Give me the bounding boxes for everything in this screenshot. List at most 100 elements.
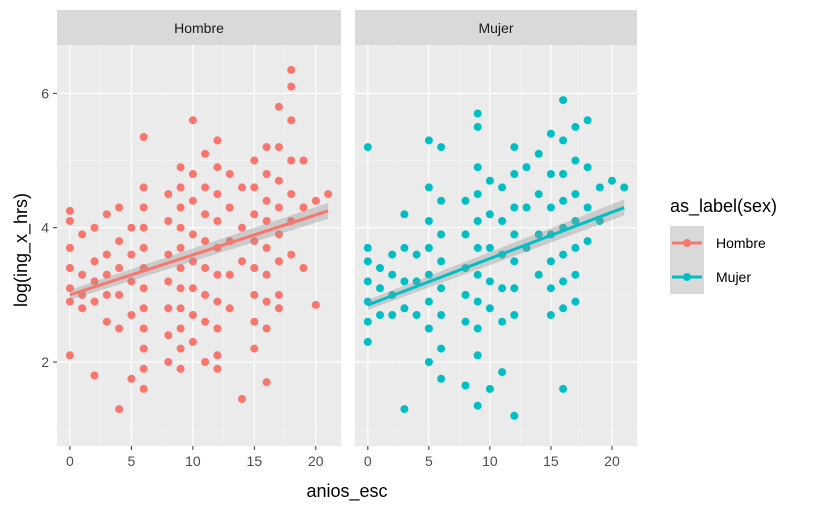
legend-title: as_label(sex) xyxy=(670,196,777,217)
data-point xyxy=(571,156,580,165)
data-point xyxy=(424,217,433,225)
facet-strip xyxy=(57,10,341,45)
data-point xyxy=(437,374,446,383)
data-point xyxy=(201,149,210,158)
data-point xyxy=(287,250,296,259)
data-point xyxy=(485,210,494,219)
data-point xyxy=(546,257,555,266)
data-point xyxy=(473,351,482,360)
data-point xyxy=(473,324,482,333)
data-point xyxy=(115,290,124,299)
data-point xyxy=(571,297,580,306)
data-point xyxy=(225,270,234,279)
data-point xyxy=(250,183,259,192)
x-tick-label: 0 xyxy=(66,453,74,469)
data-point xyxy=(461,317,470,326)
data-point xyxy=(388,311,397,319)
data-point xyxy=(473,190,482,199)
data-point xyxy=(437,230,446,239)
data-point xyxy=(485,384,494,393)
data-point xyxy=(102,290,111,299)
data-point xyxy=(559,196,568,205)
data-point xyxy=(139,324,148,333)
data-point xyxy=(363,143,372,152)
data-point xyxy=(437,257,446,266)
x-tick-label: 20 xyxy=(604,453,620,469)
data-point xyxy=(139,384,148,393)
data-point xyxy=(559,136,568,145)
data-point xyxy=(400,210,409,219)
data-point xyxy=(201,358,210,366)
data-point xyxy=(412,311,421,319)
facet-strip xyxy=(355,10,637,45)
data-point xyxy=(139,364,148,373)
data-point xyxy=(139,223,148,232)
data-point xyxy=(376,311,384,319)
data-point xyxy=(188,230,197,239)
data-point xyxy=(65,284,74,293)
trend-line xyxy=(367,206,625,307)
data-point xyxy=(262,143,271,152)
data-point xyxy=(583,237,592,246)
data-point xyxy=(164,304,173,313)
data-point xyxy=(287,156,296,165)
data-point xyxy=(510,411,519,420)
data-point xyxy=(164,358,173,366)
data-point xyxy=(400,277,409,286)
legend: as_label(sex) Hombre Mujer xyxy=(670,196,777,294)
data-point xyxy=(65,243,74,252)
data-point xyxy=(78,304,87,313)
data-point xyxy=(299,264,308,272)
data-point xyxy=(127,250,136,259)
data-point xyxy=(400,304,409,313)
data-point xyxy=(274,176,283,185)
data-point xyxy=(461,290,470,299)
data-point xyxy=(485,176,494,185)
data-point xyxy=(238,257,246,266)
data-point xyxy=(522,163,531,172)
data-point xyxy=(250,344,259,353)
data-point xyxy=(510,203,519,212)
data-point xyxy=(363,257,372,266)
data-point xyxy=(437,284,446,293)
data-point xyxy=(299,156,308,165)
data-point xyxy=(363,337,372,346)
data-point xyxy=(498,217,507,225)
data-point xyxy=(262,378,271,387)
data-point xyxy=(238,223,246,232)
data-point xyxy=(571,190,580,199)
data-point xyxy=(583,116,592,125)
data-point xyxy=(522,203,531,212)
data-point xyxy=(213,297,222,306)
data-point xyxy=(388,270,397,279)
data-point xyxy=(250,210,259,219)
data-point xyxy=(262,170,271,178)
points-hombre xyxy=(65,65,333,414)
data-point xyxy=(188,116,197,125)
y-axis: 2 4 6 xyxy=(41,85,57,370)
data-point xyxy=(324,190,333,199)
data-point xyxy=(250,156,259,165)
data-point xyxy=(176,223,185,232)
data-point xyxy=(461,230,470,239)
data-point xyxy=(102,210,111,219)
data-point xyxy=(274,230,283,239)
data-point xyxy=(274,257,283,266)
data-point xyxy=(213,364,222,373)
data-point xyxy=(201,317,210,326)
data-point xyxy=(176,284,185,293)
data-point xyxy=(102,250,111,259)
data-point xyxy=(437,196,446,205)
data-point xyxy=(498,317,507,326)
data-point xyxy=(473,401,482,410)
x-tick-label: 5 xyxy=(425,453,433,469)
data-point xyxy=(510,230,519,239)
data-point xyxy=(176,364,185,373)
data-point xyxy=(115,405,124,414)
panel-background xyxy=(355,45,637,446)
data-point xyxy=(559,250,568,259)
data-point xyxy=(424,183,433,192)
data-point xyxy=(225,304,234,313)
x-axis: 0 5 10 15 20 0 5 10 15 20 xyxy=(66,446,620,469)
